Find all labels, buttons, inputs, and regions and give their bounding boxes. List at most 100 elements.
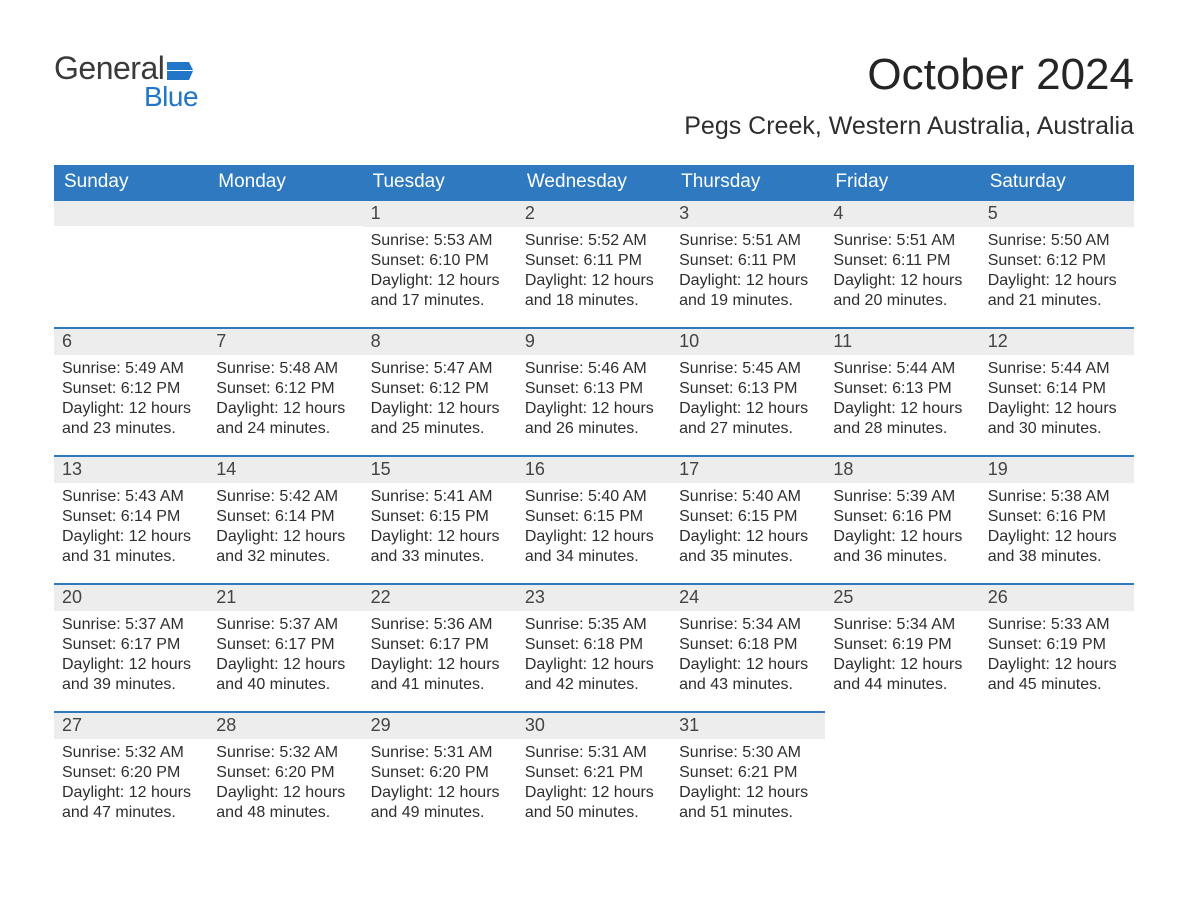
sunset-text: Sunset: 6:14 PM bbox=[216, 507, 354, 527]
calendar-cell: 6Sunrise: 5:49 AMSunset: 6:12 PMDaylight… bbox=[54, 327, 208, 455]
sunrise-text: Sunrise: 5:30 AM bbox=[679, 743, 817, 763]
daynum-bar: 12 bbox=[980, 327, 1134, 355]
day-content: Sunrise: 5:38 AMSunset: 6:16 PMDaylight:… bbox=[980, 483, 1134, 573]
sunrise-text: Sunrise: 5:33 AM bbox=[988, 615, 1126, 635]
daynum-bar: 23 bbox=[517, 583, 671, 611]
sunset-text: Sunset: 6:17 PM bbox=[216, 635, 354, 655]
sunset-text: Sunset: 6:14 PM bbox=[62, 507, 200, 527]
sunrise-text: Sunrise: 5:53 AM bbox=[371, 231, 509, 251]
daylight-text: Daylight: 12 hours and 33 minutes. bbox=[371, 527, 509, 567]
day-content: Sunrise: 5:32 AMSunset: 6:20 PMDaylight:… bbox=[54, 739, 208, 829]
sunrise-text: Sunrise: 5:41 AM bbox=[371, 487, 509, 507]
sunset-text: Sunset: 6:21 PM bbox=[679, 763, 817, 783]
daynum-bar: 1 bbox=[363, 199, 517, 227]
weekday-header: Thursday bbox=[671, 165, 825, 199]
daynum-bar: 20 bbox=[54, 583, 208, 611]
daynum-bar: 16 bbox=[517, 455, 671, 483]
daynum-bar: 19 bbox=[980, 455, 1134, 483]
weekday-header: Sunday bbox=[54, 165, 208, 199]
calendar-cell: 20Sunrise: 5:37 AMSunset: 6:17 PMDayligh… bbox=[54, 583, 208, 711]
sunrise-text: Sunrise: 5:46 AM bbox=[525, 359, 663, 379]
sunset-text: Sunset: 6:16 PM bbox=[988, 507, 1126, 527]
calendar-cell: 23Sunrise: 5:35 AMSunset: 6:18 PMDayligh… bbox=[517, 583, 671, 711]
daynum-bar: 26 bbox=[980, 583, 1134, 611]
sunrise-text: Sunrise: 5:48 AM bbox=[216, 359, 354, 379]
sunrise-text: Sunrise: 5:32 AM bbox=[62, 743, 200, 763]
daynum-bar: 17 bbox=[671, 455, 825, 483]
day-content: Sunrise: 5:44 AMSunset: 6:14 PMDaylight:… bbox=[980, 355, 1134, 445]
sunrise-text: Sunrise: 5:44 AM bbox=[833, 359, 971, 379]
sunset-text: Sunset: 6:20 PM bbox=[62, 763, 200, 783]
calendar-cell bbox=[825, 711, 979, 839]
sunrise-text: Sunrise: 5:38 AM bbox=[988, 487, 1126, 507]
day-content: Sunrise: 5:37 AMSunset: 6:17 PMDaylight:… bbox=[208, 611, 362, 701]
calendar-cell: 31Sunrise: 5:30 AMSunset: 6:21 PMDayligh… bbox=[671, 711, 825, 839]
daynum-bar: 11 bbox=[825, 327, 979, 355]
daynum-bar: 8 bbox=[363, 327, 517, 355]
sunset-text: Sunset: 6:17 PM bbox=[62, 635, 200, 655]
sunset-text: Sunset: 6:10 PM bbox=[371, 251, 509, 271]
flag-icon bbox=[167, 58, 193, 80]
daylight-text: Daylight: 12 hours and 31 minutes. bbox=[62, 527, 200, 567]
sunset-text: Sunset: 6:12 PM bbox=[371, 379, 509, 399]
daynum-bar: 27 bbox=[54, 711, 208, 739]
daynum-bar: 2 bbox=[517, 199, 671, 227]
day-content: Sunrise: 5:47 AMSunset: 6:12 PMDaylight:… bbox=[363, 355, 517, 445]
calendar-cell: 4Sunrise: 5:51 AMSunset: 6:11 PMDaylight… bbox=[825, 199, 979, 327]
daylight-text: Daylight: 12 hours and 26 minutes. bbox=[525, 399, 663, 439]
calendar-week-row: 20Sunrise: 5:37 AMSunset: 6:17 PMDayligh… bbox=[54, 583, 1134, 711]
sunset-text: Sunset: 6:20 PM bbox=[371, 763, 509, 783]
daylight-text: Daylight: 12 hours and 19 minutes. bbox=[679, 271, 817, 311]
calendar-week-row: 27Sunrise: 5:32 AMSunset: 6:20 PMDayligh… bbox=[54, 711, 1134, 839]
daylight-text: Daylight: 12 hours and 17 minutes. bbox=[371, 271, 509, 311]
calendar-cell: 14Sunrise: 5:42 AMSunset: 6:14 PMDayligh… bbox=[208, 455, 362, 583]
sunrise-text: Sunrise: 5:42 AM bbox=[216, 487, 354, 507]
daylight-text: Daylight: 12 hours and 18 minutes. bbox=[525, 271, 663, 311]
calendar-cell: 13Sunrise: 5:43 AMSunset: 6:14 PMDayligh… bbox=[54, 455, 208, 583]
day-content: Sunrise: 5:42 AMSunset: 6:14 PMDaylight:… bbox=[208, 483, 362, 573]
calendar-cell: 10Sunrise: 5:45 AMSunset: 6:13 PMDayligh… bbox=[671, 327, 825, 455]
calendar-cell: 28Sunrise: 5:32 AMSunset: 6:20 PMDayligh… bbox=[208, 711, 362, 839]
daylight-text: Daylight: 12 hours and 44 minutes. bbox=[833, 655, 971, 695]
daynum-bar-empty bbox=[54, 199, 208, 226]
page-subtitle: Pegs Creek, Western Australia, Australia bbox=[684, 112, 1134, 141]
daynum-bar: 9 bbox=[517, 327, 671, 355]
sunrise-text: Sunrise: 5:37 AM bbox=[62, 615, 200, 635]
sunrise-text: Sunrise: 5:32 AM bbox=[216, 743, 354, 763]
sunrise-text: Sunrise: 5:50 AM bbox=[988, 231, 1126, 251]
sunrise-text: Sunrise: 5:49 AM bbox=[62, 359, 200, 379]
calendar-cell bbox=[54, 199, 208, 327]
day-content: Sunrise: 5:35 AMSunset: 6:18 PMDaylight:… bbox=[517, 611, 671, 701]
sunset-text: Sunset: 6:15 PM bbox=[525, 507, 663, 527]
calendar-table: SundayMondayTuesdayWednesdayThursdayFrid… bbox=[54, 165, 1134, 839]
page-header: General Blue October 2024 Pegs Creek, We… bbox=[54, 50, 1134, 113]
daynum-bar: 28 bbox=[208, 711, 362, 739]
sunrise-text: Sunrise: 5:34 AM bbox=[679, 615, 817, 635]
sunrise-text: Sunrise: 5:31 AM bbox=[371, 743, 509, 763]
calendar-cell: 2Sunrise: 5:52 AMSunset: 6:11 PMDaylight… bbox=[517, 199, 671, 327]
sunset-text: Sunset: 6:11 PM bbox=[679, 251, 817, 271]
calendar-cell: 18Sunrise: 5:39 AMSunset: 6:16 PMDayligh… bbox=[825, 455, 979, 583]
sunrise-text: Sunrise: 5:31 AM bbox=[525, 743, 663, 763]
logo: General Blue bbox=[54, 50, 198, 113]
calendar-cell: 27Sunrise: 5:32 AMSunset: 6:20 PMDayligh… bbox=[54, 711, 208, 839]
daynum-bar: 5 bbox=[980, 199, 1134, 227]
calendar-week-row: 13Sunrise: 5:43 AMSunset: 6:14 PMDayligh… bbox=[54, 455, 1134, 583]
sunset-text: Sunset: 6:13 PM bbox=[525, 379, 663, 399]
day-content: Sunrise: 5:53 AMSunset: 6:10 PMDaylight:… bbox=[363, 227, 517, 317]
calendar-cell: 8Sunrise: 5:47 AMSunset: 6:12 PMDaylight… bbox=[363, 327, 517, 455]
daylight-text: Daylight: 12 hours and 45 minutes. bbox=[988, 655, 1126, 695]
sunrise-text: Sunrise: 5:40 AM bbox=[679, 487, 817, 507]
daynum-bar: 14 bbox=[208, 455, 362, 483]
daylight-text: Daylight: 12 hours and 32 minutes. bbox=[216, 527, 354, 567]
calendar-cell: 11Sunrise: 5:44 AMSunset: 6:13 PMDayligh… bbox=[825, 327, 979, 455]
sunset-text: Sunset: 6:12 PM bbox=[216, 379, 354, 399]
daynum-bar: 22 bbox=[363, 583, 517, 611]
day-content: Sunrise: 5:40 AMSunset: 6:15 PMDaylight:… bbox=[671, 483, 825, 573]
day-content: Sunrise: 5:33 AMSunset: 6:19 PMDaylight:… bbox=[980, 611, 1134, 701]
day-content: Sunrise: 5:45 AMSunset: 6:13 PMDaylight:… bbox=[671, 355, 825, 445]
sunset-text: Sunset: 6:19 PM bbox=[988, 635, 1126, 655]
sunrise-text: Sunrise: 5:43 AM bbox=[62, 487, 200, 507]
daylight-text: Daylight: 12 hours and 21 minutes. bbox=[988, 271, 1126, 311]
daylight-text: Daylight: 12 hours and 40 minutes. bbox=[216, 655, 354, 695]
